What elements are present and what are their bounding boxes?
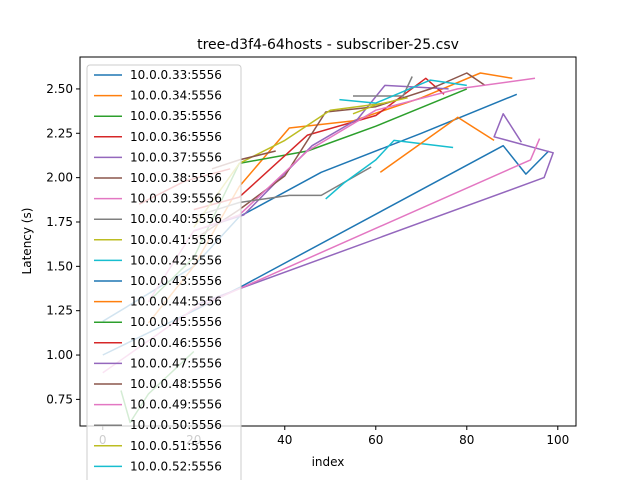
legend-label-10: 10.0.0.43:5556 [130, 274, 222, 288]
legend-label-9: 10.0.0.42:5556 [130, 253, 222, 267]
y-tick-label-6: 2.25 [46, 126, 73, 140]
legend-label-11: 10.0.0.44:5556 [130, 295, 222, 309]
legend-label-15: 10.0.0.48:5556 [130, 377, 222, 391]
legend-label-4: 10.0.0.37:5556 [130, 150, 222, 164]
series-line-14 [193, 113, 554, 307]
y-tick-label-2: 1.25 [46, 304, 73, 318]
series-line-11 [379, 116, 495, 173]
legend-label-5: 10.0.0.38:5556 [130, 171, 222, 185]
chart-title: tree-d3f4-64hosts - subscriber-25.csv [197, 37, 459, 53]
legend-label-19: 10.0.0.52:5556 [130, 459, 222, 473]
legend-label-16: 10.0.0.49:5556 [130, 398, 222, 412]
series-line-5 [193, 72, 486, 241]
legend-label-17: 10.0.0.50:5556 [130, 418, 222, 432]
y-axis-label: Latency (s) [20, 208, 34, 275]
y-axis: 0.75 1.00 1.25 1.50 1.75 2.00 2.25 2.50 [46, 82, 80, 406]
legend-label-2: 10.0.0.35:5556 [130, 109, 222, 123]
x-axis-label: index [312, 455, 345, 469]
legend-label-12: 10.0.0.45:5556 [130, 315, 222, 329]
x-tick-label-2: 40 [277, 433, 292, 447]
x-tick-label-5: 100 [546, 433, 569, 447]
legend-box [86, 64, 242, 480]
legend-label-7: 10.0.0.40:5556 [130, 212, 222, 226]
y-tick-label-1: 1.00 [46, 348, 73, 362]
legend-label-3: 10.0.0.36:5556 [130, 130, 222, 144]
legend-label-8: 10.0.0.41:5556 [130, 233, 222, 247]
legend-label-1: 10.0.0.34:5556 [130, 89, 222, 103]
series-line-19 [339, 79, 467, 104]
y-tick-label-0: 0.75 [46, 392, 73, 406]
legend-label-0: 10.0.0.33:5556 [130, 68, 222, 82]
x-tick-label-4: 80 [459, 433, 474, 447]
y-tick-label-5: 2.00 [46, 171, 73, 185]
plot-frame [79, 56, 577, 427]
y-tick-label-7: 2.50 [46, 82, 73, 96]
x-tick-label-3: 60 [368, 433, 383, 447]
series-line-9 [325, 139, 454, 200]
legend-label-14: 10.0.0.47:5556 [130, 356, 222, 370]
series-line-17 [353, 76, 413, 97]
legend: 10.0.0.33:5556 10.0.0.34:5556 10.0.0.35:55… [86, 64, 242, 480]
legend-label-6: 10.0.0.39:5556 [130, 192, 222, 206]
legend-label-18: 10.0.0.51:5556 [130, 439, 222, 453]
legend-label-13: 10.0.0.46:5556 [130, 336, 222, 350]
series-line-18 [352, 97, 408, 115]
y-tick-label-4: 1.75 [46, 215, 73, 229]
y-tick-label-3: 1.50 [46, 259, 73, 273]
